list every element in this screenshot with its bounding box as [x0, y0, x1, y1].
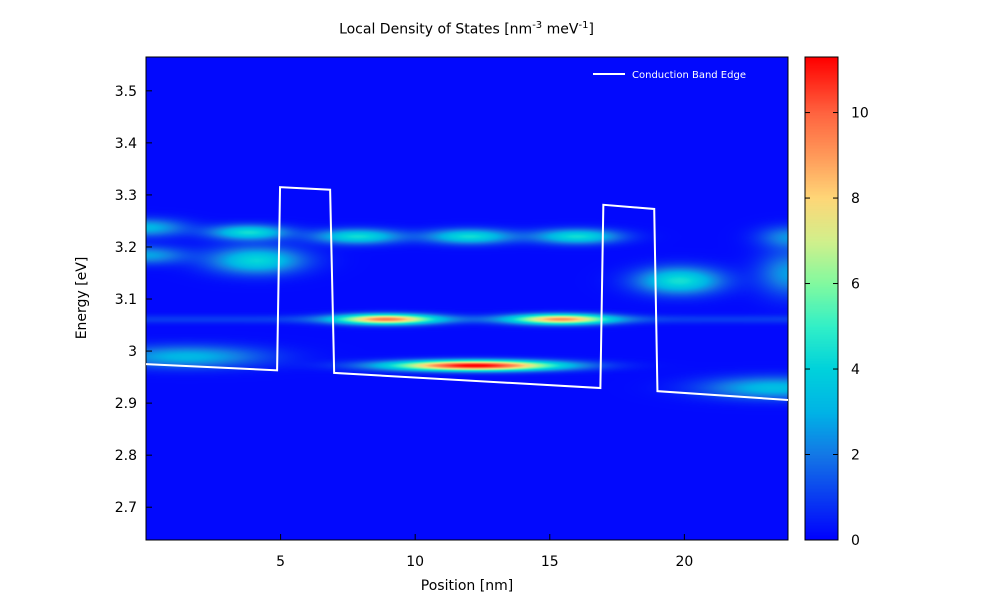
heatmap: [146, 57, 788, 540]
title-text: meV: [542, 21, 579, 38]
conduction-band-edge-line: [145, 186, 789, 401]
colorbar-tick-label: 6: [851, 277, 860, 293]
y-tick-label: 3.4: [115, 136, 137, 152]
x-tick-label: 10: [406, 554, 424, 570]
title-superscript: -3: [532, 20, 543, 31]
x-tick-label: 15: [541, 554, 559, 570]
colorbar-tick-label: 4: [851, 362, 860, 378]
y-tick-label: 3.3: [115, 188, 137, 204]
y-tick-label: 2.8: [115, 448, 137, 464]
x-tick-label: 20: [675, 554, 693, 570]
y-tick-label: 2.7: [115, 500, 137, 516]
colorbar-frame: [804, 56, 839, 541]
colorbar-tick-label: 2: [851, 448, 860, 464]
y-tick-label: 3: [128, 344, 137, 360]
colorbar: [805, 57, 838, 540]
title-text: Local Density of States [nm: [339, 21, 533, 38]
colorbar-tick-label: 10: [851, 106, 869, 122]
legend-label: Conduction Band Edge: [632, 70, 746, 81]
chart-title: Local Density of States [nm-3 meV-1]: [0, 20, 933, 38]
title-text: ]: [588, 21, 594, 38]
x-axis-label: Position [nm]: [420, 578, 514, 594]
y-tick-label: 3.2: [115, 240, 137, 256]
title-superscript: -1: [578, 20, 589, 31]
y-tick-label: 2.9: [115, 396, 137, 412]
plot-frame: [145, 56, 789, 541]
y-tick-label: 3.1: [115, 292, 137, 308]
colorbar-tick-label: 0: [851, 533, 860, 549]
y-axis-label: Energy [eV]: [74, 256, 90, 340]
y-tick-label: 3.5: [115, 84, 137, 100]
x-tick-label: 5: [276, 554, 285, 570]
colorbar-tick-label: 8: [851, 191, 860, 207]
